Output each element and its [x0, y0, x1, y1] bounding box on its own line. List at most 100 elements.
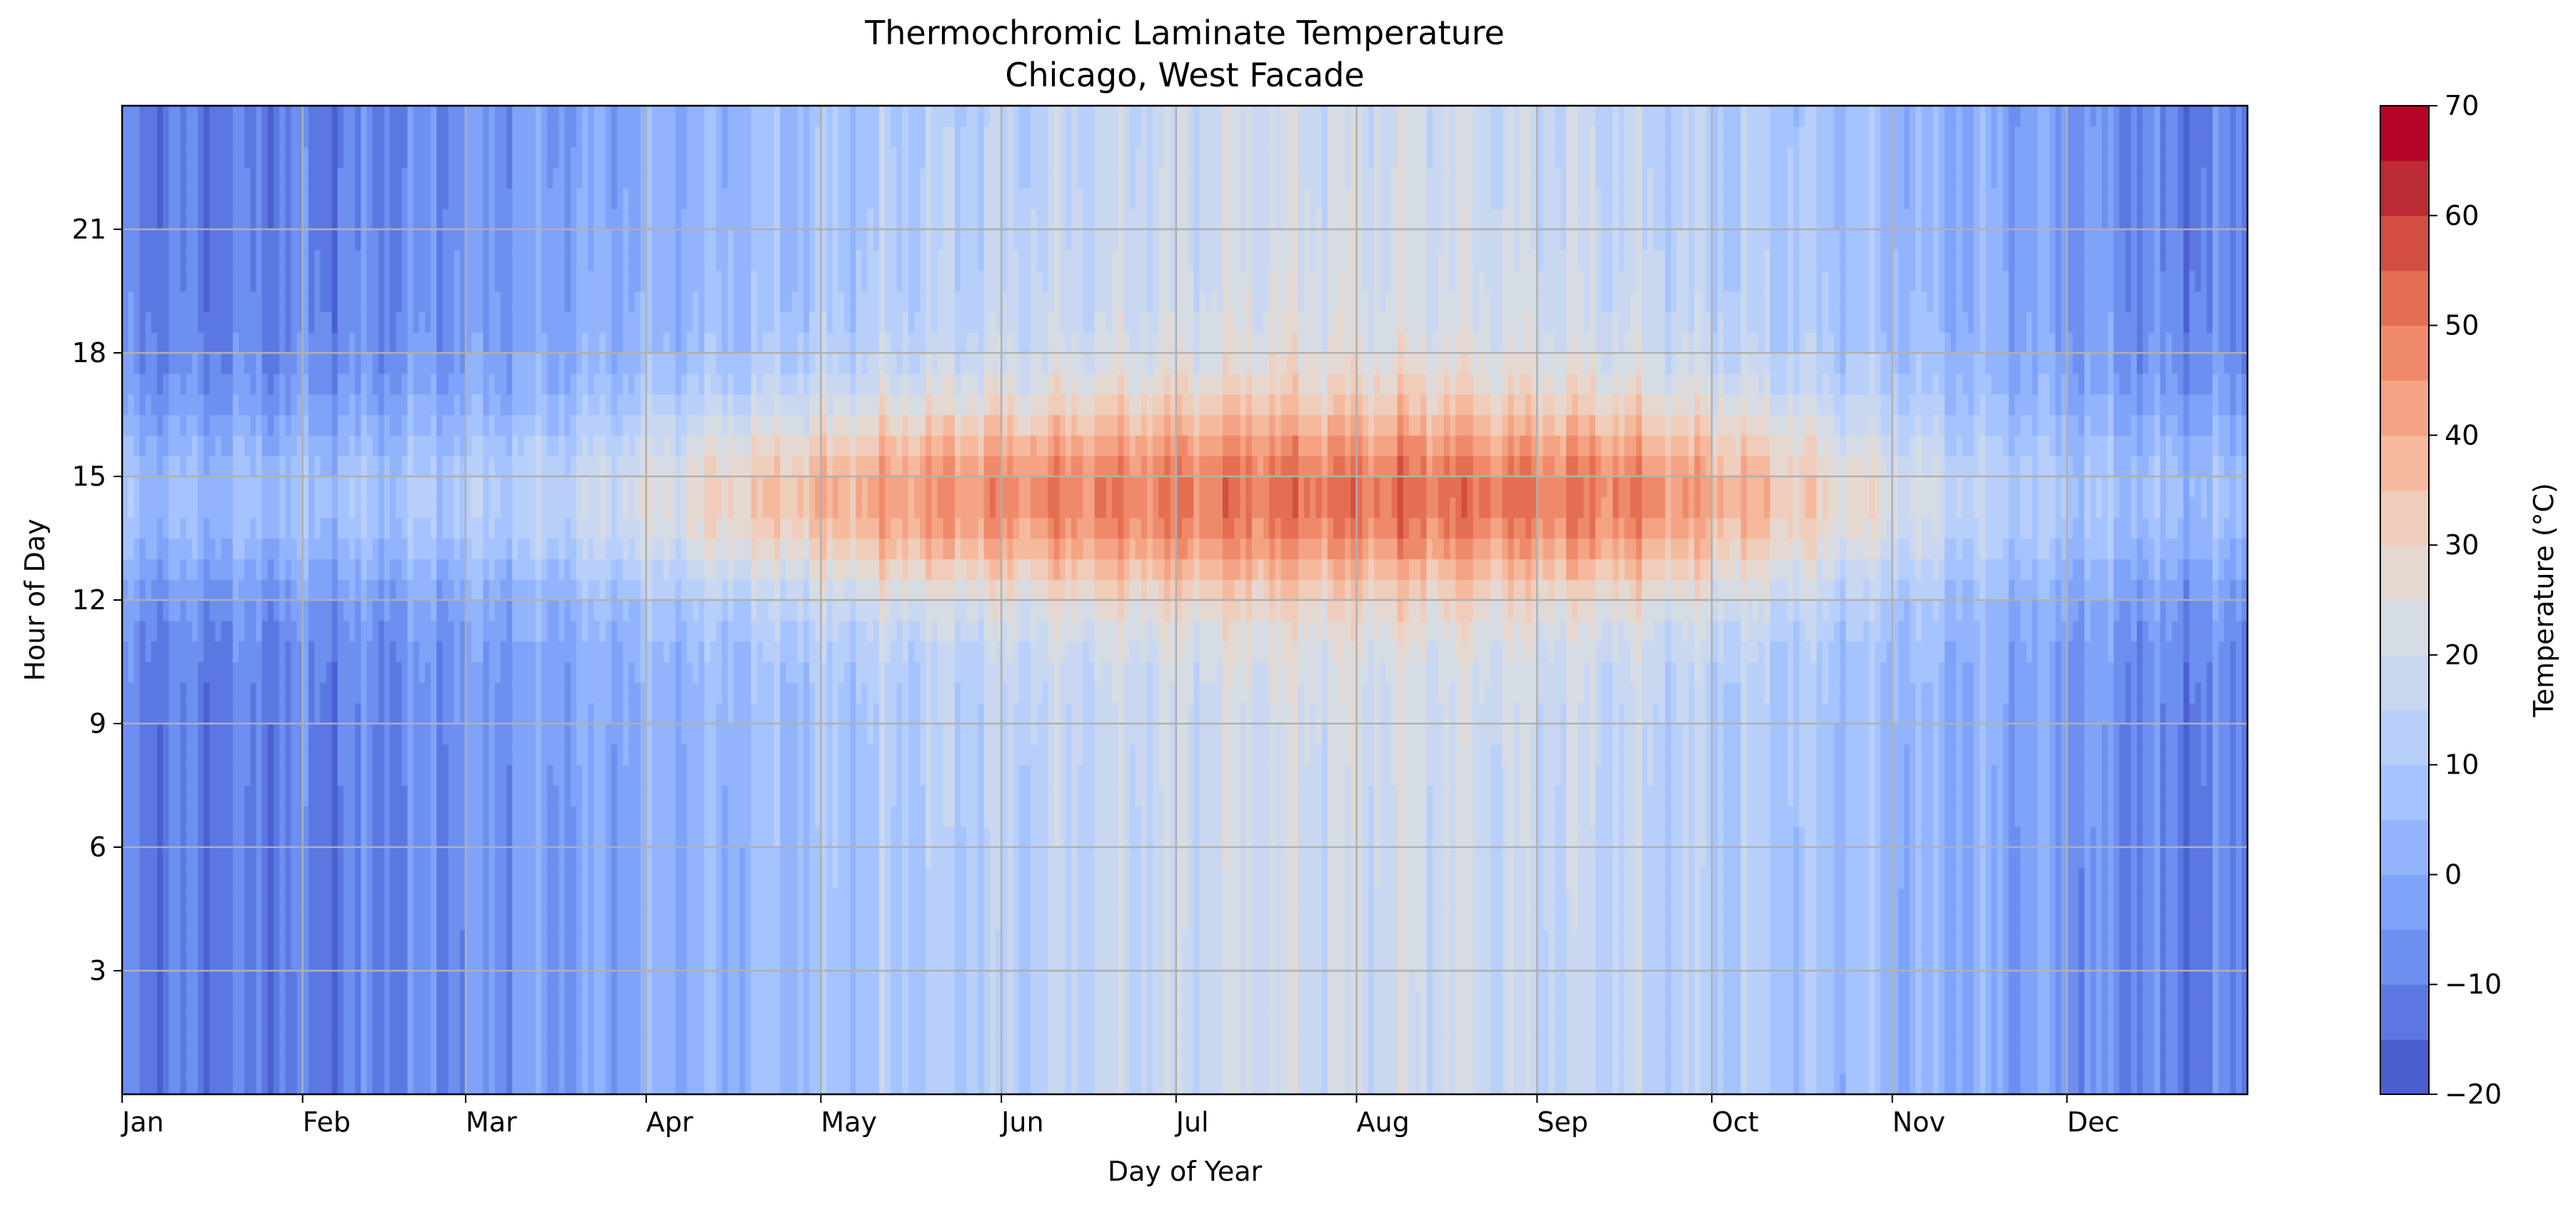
heatmap-cell — [553, 270, 560, 292]
heatmap-cell — [314, 703, 321, 724]
heatmap-cell — [314, 826, 321, 848]
heatmap-cell — [658, 641, 664, 663]
heatmap-cell — [308, 641, 315, 663]
heatmap-cell — [314, 476, 321, 498]
heatmap-cell — [366, 106, 374, 127]
heatmap-cell — [617, 435, 623, 456]
heatmap-cell — [541, 888, 548, 910]
heatmap-cell — [704, 270, 711, 292]
heatmap-cell — [459, 332, 466, 354]
heatmap-cell — [349, 1032, 356, 1054]
heatmap-cell — [151, 496, 158, 519]
heatmap-cell — [273, 579, 280, 601]
heatmap-cell — [256, 188, 263, 209]
heatmap-cell — [721, 1032, 728, 1054]
heatmap-cell — [396, 703, 402, 724]
heatmap-cell — [588, 724, 595, 745]
heatmap-cell — [471, 620, 478, 642]
heatmap-cell — [331, 311, 339, 333]
heatmap-cell — [191, 971, 199, 992]
heatmap-cell — [576, 703, 583, 724]
heatmap-cell — [431, 332, 437, 354]
heatmap-cell — [693, 991, 699, 1013]
heatmap-cell — [471, 1011, 478, 1034]
heatmap-cell — [721, 167, 728, 189]
heatmap-cell — [396, 950, 402, 971]
heatmap-cell — [488, 950, 496, 971]
heatmap-cell — [710, 188, 717, 209]
heatmap-cell — [384, 249, 391, 271]
heatmap-cell — [384, 1032, 391, 1054]
heatmap-cell — [326, 353, 333, 374]
heatmap-cell — [134, 847, 141, 869]
heatmap-cell — [128, 1011, 134, 1034]
heatmap-cell — [646, 661, 653, 683]
heatmap-cell — [704, 435, 711, 456]
heatmap-cell — [372, 394, 379, 416]
heatmap-cell — [401, 950, 409, 971]
heatmap-cell — [431, 373, 437, 395]
heatmap-cell — [349, 909, 356, 930]
heatmap-cell — [459, 1053, 466, 1074]
heatmap-cell — [646, 229, 653, 251]
heatmap-cell — [436, 538, 443, 559]
heatmap-cell — [681, 579, 688, 601]
heatmap-cell — [378, 703, 385, 724]
heatmap-cell — [302, 867, 309, 889]
heatmap-cell — [378, 394, 385, 416]
heatmap-cell — [535, 517, 542, 539]
heatmap-cell — [343, 724, 350, 745]
heatmap-cell — [448, 744, 455, 766]
heatmap-cell — [640, 353, 647, 374]
heatmap-cell — [361, 744, 368, 766]
heatmap-cell — [291, 126, 298, 148]
heatmap-cell — [721, 1053, 728, 1074]
heatmap-cell — [704, 126, 711, 148]
heatmap-cell — [523, 971, 531, 992]
heatmap-cell — [267, 1074, 274, 1095]
heatmap-cell — [693, 806, 699, 827]
heatmap-cell — [343, 1011, 350, 1034]
heatmap-cell — [611, 785, 618, 806]
heatmap-cell — [698, 600, 705, 621]
heatmap-cell — [308, 456, 315, 477]
heatmap-cell — [681, 1011, 688, 1034]
heatmap-cell — [139, 353, 146, 374]
heatmap-cell — [466, 332, 472, 354]
heatmap-cell — [139, 785, 146, 806]
heatmap-cell — [488, 1032, 496, 1054]
heatmap-cell — [593, 167, 601, 189]
heatmap-cell — [314, 496, 321, 519]
heatmap-cell — [541, 435, 548, 456]
heatmap-cell — [407, 579, 414, 601]
heatmap-cell — [186, 146, 193, 169]
heatmap-cell — [256, 435, 263, 456]
heatmap-cell — [244, 456, 251, 477]
heatmap-cell — [273, 373, 280, 395]
heatmap-cell — [512, 909, 519, 930]
heatmap-cell — [156, 188, 164, 209]
heatmap-cell — [628, 126, 636, 148]
heatmap-cell — [570, 909, 577, 930]
heatmap-cell — [716, 311, 723, 333]
heatmap-cell — [413, 456, 420, 477]
heatmap-cell — [651, 106, 658, 127]
heatmap-cell — [675, 991, 682, 1013]
heatmap-cell — [226, 1053, 234, 1074]
heatmap-cell — [407, 682, 414, 704]
heatmap-cell — [564, 353, 571, 374]
heatmap-cell — [273, 826, 280, 848]
heatmap-cell — [366, 188, 374, 209]
heatmap-cell — [291, 661, 298, 683]
heatmap-cell — [651, 888, 658, 910]
heatmap-cell — [623, 291, 629, 312]
heatmap-cell — [139, 929, 146, 951]
heatmap-cell — [651, 724, 658, 745]
heatmap-cell — [535, 1053, 542, 1074]
heatmap-cell — [582, 188, 588, 209]
heatmap-cell — [419, 476, 426, 498]
heatmap-cell — [209, 373, 216, 395]
heatmap-cell — [302, 1032, 309, 1054]
heatmap-cell — [139, 971, 146, 992]
heatmap-cell — [285, 724, 292, 745]
